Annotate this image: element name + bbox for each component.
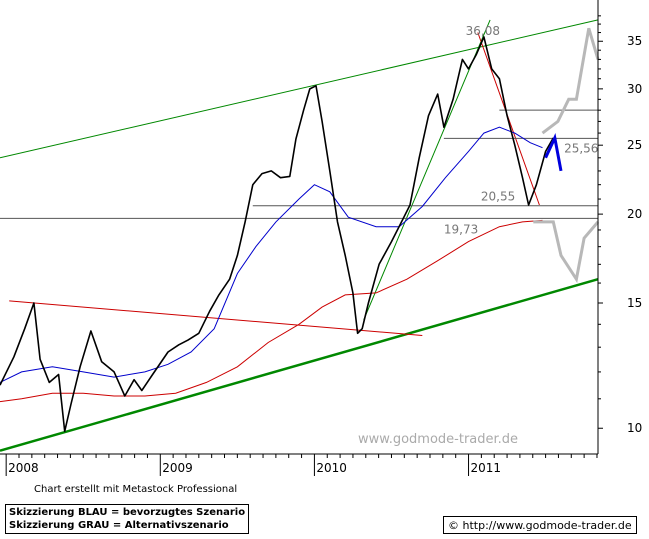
moving-average-0 — [0, 126, 543, 383]
horizontal-levels — [0, 109, 598, 219]
price-line — [0, 36, 554, 433]
y-tick-label-1: 15 — [627, 296, 642, 310]
price-label-0: 36,08 — [466, 24, 500, 38]
price-label-2: 20,55 — [481, 190, 515, 204]
price-label-3: 19,73 — [444, 222, 478, 236]
scenario-sketches — [533, 27, 600, 284]
x-tick-label-3: 2011 — [471, 461, 502, 475]
price-labels: 36,08 25,56 20,55 19,73 — [444, 24, 599, 236]
y-tick-label-5: 35 — [627, 34, 642, 48]
x-tick-label-0: 2008 — [8, 461, 39, 475]
x-tick-label-1: 2009 — [162, 461, 193, 475]
trend-line-1 — [0, 277, 599, 452]
x-tick-label-2: 2010 — [316, 461, 347, 475]
legend-gray: Skizzierung GRAU = Alternativszenario — [9, 520, 229, 531]
trend-line-2 — [363, 19, 491, 321]
scenario-gray-0 — [541, 27, 600, 135]
moving-average-1 — [0, 219, 543, 403]
y-tick-label-0: 10 — [627, 421, 642, 435]
copyright-link[interactable]: © http://www.godmode-trader.de — [443, 516, 637, 534]
x-axis: 2008 2009 2010 2011 — [5, 454, 598, 476]
scenario-blue — [544, 133, 563, 172]
trend-line-3 — [9, 300, 423, 336]
scenario-legend: Skizzierung BLAU = bevorzugtes Szenario … — [5, 504, 250, 534]
moving-averages — [0, 126, 543, 403]
price-series — [0, 36, 554, 433]
y-tick-label-2: 20 — [627, 207, 642, 221]
trend-line-0 — [0, 19, 599, 159]
y-tick-label-3: 25 — [627, 138, 642, 152]
scenario-gray-1 — [533, 220, 600, 284]
chart-watermark: www.godmode-trader.de — [358, 432, 518, 447]
y-axis: 10 15 20 25 30 35 — [598, 15, 642, 435]
y-tick-label-4: 30 — [627, 82, 642, 96]
price-label-1: 25,56 — [564, 141, 598, 155]
footer-note: Chart erstellt mit Metastock Professiona… — [34, 484, 238, 495]
legend-blue: Skizzierung BLAU = bevorzugtes Szenario — [9, 507, 246, 518]
plot-area — [0, 0, 598, 454]
